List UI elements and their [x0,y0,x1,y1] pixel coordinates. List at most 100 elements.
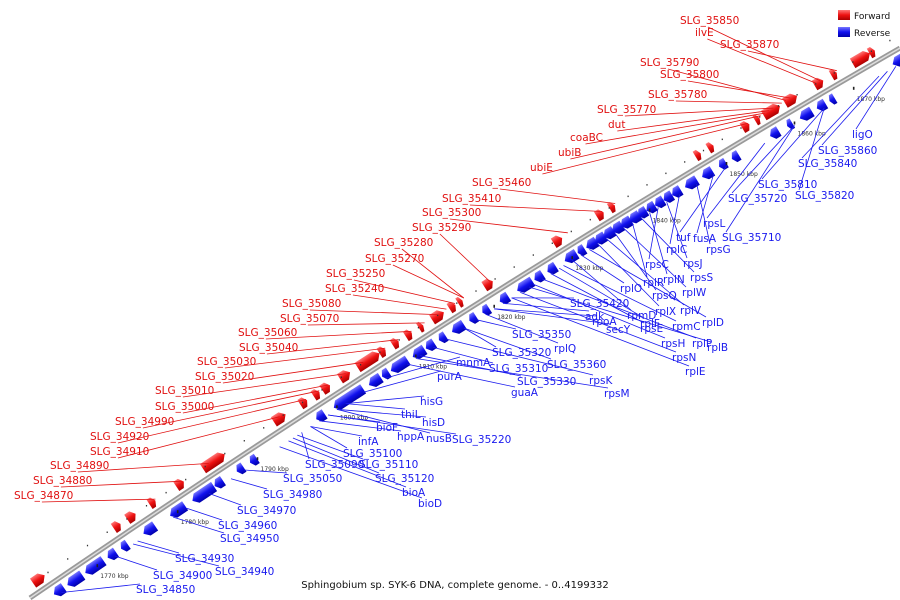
reverse-leader-line [502,302,590,312]
forward-gene-label: SLG_35030 [197,356,256,368]
backbone-dot [777,105,779,107]
backbone-dot [833,72,835,74]
reverse-leader-line [328,414,381,423]
reverse-gene-block [577,244,588,257]
reverse-gene-block [655,195,667,209]
reverse-gene-label: SLG_34960 [218,520,277,532]
reverse-gene-block [672,185,684,198]
backbone-dot [684,161,686,163]
reverse-gene-label: secY [606,324,631,336]
legend-reverse-swatch [838,27,850,37]
forward-gene-label: SLG_35410 [442,193,501,205]
reverse-gene-label: rpmC [672,321,701,333]
scale-tick-mark [648,208,651,212]
forward-gene-label: SLG_35000 [155,401,214,413]
reverse-leader-line [319,420,402,432]
forward-gene-block [550,235,563,248]
reverse-gene-label: ligO [852,129,873,141]
reverse-gene-label: rplX [655,306,676,318]
backbone-dot [47,571,49,574]
forward-gene-label: ilvE [695,27,714,39]
forward-gene-label: SLG_34880 [33,475,92,487]
forward-gene-label: SLG_35270 [365,253,424,265]
forward-leader-line [439,233,491,282]
forward-gene-block [146,497,157,509]
reverse-gene-label: rpsM [604,388,630,400]
forward-leader-line [222,361,364,384]
backbone-dot [740,127,742,129]
reverse-gene-block [594,231,609,245]
forward-gene-block [270,412,286,427]
reverse-gene-label: SLG_35840 [798,158,857,170]
backbone-dot [145,505,148,507]
reverse-gene-block [799,106,815,121]
backbone-dot [608,207,610,209]
reverse-gene-label: SLG_35720 [728,193,787,205]
reverse-gene-block [828,93,838,105]
reverse-leader-line [61,583,141,593]
reverse-leader-line [208,493,242,506]
forward-gene-label: SLG_34870 [14,490,73,502]
reverse-leader-line [640,217,695,273]
forward-leader-line [687,80,791,99]
reverse-gene-label: SLG_34900 [153,570,212,582]
scale-tick-label: 1770 kbp [100,573,128,580]
reverse-gene-label: SLG_35320 [492,347,551,359]
reverse-leader-line [494,308,611,325]
forward-gene-block [297,397,308,410]
backbone-dot [340,376,342,378]
reverse-gene-block [770,126,782,139]
reverse-leader-line [558,267,645,319]
backbone-dot [796,94,798,96]
reverse-gene-label: SLG_35120 [375,473,434,485]
reverse-leader-line [550,273,645,324]
reverse-gene-block [816,98,829,112]
backbone-dot [889,39,891,42]
reverse-leader-line [407,363,516,388]
forward-gene-label: SLG_35870 [720,39,779,51]
reverse-leader-line [310,426,363,437]
reverse-gene-block [612,220,626,234]
scale-tick-mark [571,256,573,260]
reverse-leader-line [137,540,180,554]
forward-gene-label: SLG_35300 [422,207,481,219]
reverse-gene-block [381,367,392,380]
forward-leader-line [307,322,425,326]
forward-leader-line [747,50,837,72]
reverse-leader-line [731,125,795,194]
reverse-gene-block [564,249,580,264]
reverse-gene-label: rpoA [592,316,617,328]
backbone-dot [204,465,206,468]
reverse-gene-block [663,190,676,203]
forward-gene-block [606,201,616,214]
reverse-gene-block [390,355,411,373]
backbone-dot [106,531,108,533]
forward-leader-line [675,100,782,104]
forward-gene-label: SLG_34920 [90,431,149,443]
forward-leader-line [266,339,399,355]
reverse-leader-line [463,327,552,360]
reverse-genes [53,51,900,597]
forward-leader-line [182,384,329,414]
forward-gene-label: SLG_35770 [597,104,656,116]
forward-gene-label: SLG_34910 [90,446,149,458]
reverse-gene-block [67,570,86,587]
scale-tick-label: 1850 kbp [730,171,758,178]
reverse-gene-block [214,476,226,489]
scale-tick-label: 1860 kbp [798,131,826,138]
backbone-dot [665,172,667,175]
forward-gene-block [310,389,321,401]
reverse-leader-line [115,555,158,571]
forward-leader-line [617,110,770,132]
reverse-leader-line [173,516,225,534]
forward-gene-label: SLG_35080 [282,298,341,310]
reverse-gene-label: SLG_34950 [220,533,279,545]
reverse-gene-label: SLG_34930 [175,553,234,565]
reverse-leader-line [696,173,715,234]
reverse-leader-line [446,338,594,376]
reverse-leader-line [597,243,660,307]
forward-gene-label: SLG_35070 [280,313,339,325]
reverse-gene-block [586,236,600,250]
reverse-gene-label: SLG_35220 [452,434,511,446]
reverse-leader-line [679,165,727,233]
